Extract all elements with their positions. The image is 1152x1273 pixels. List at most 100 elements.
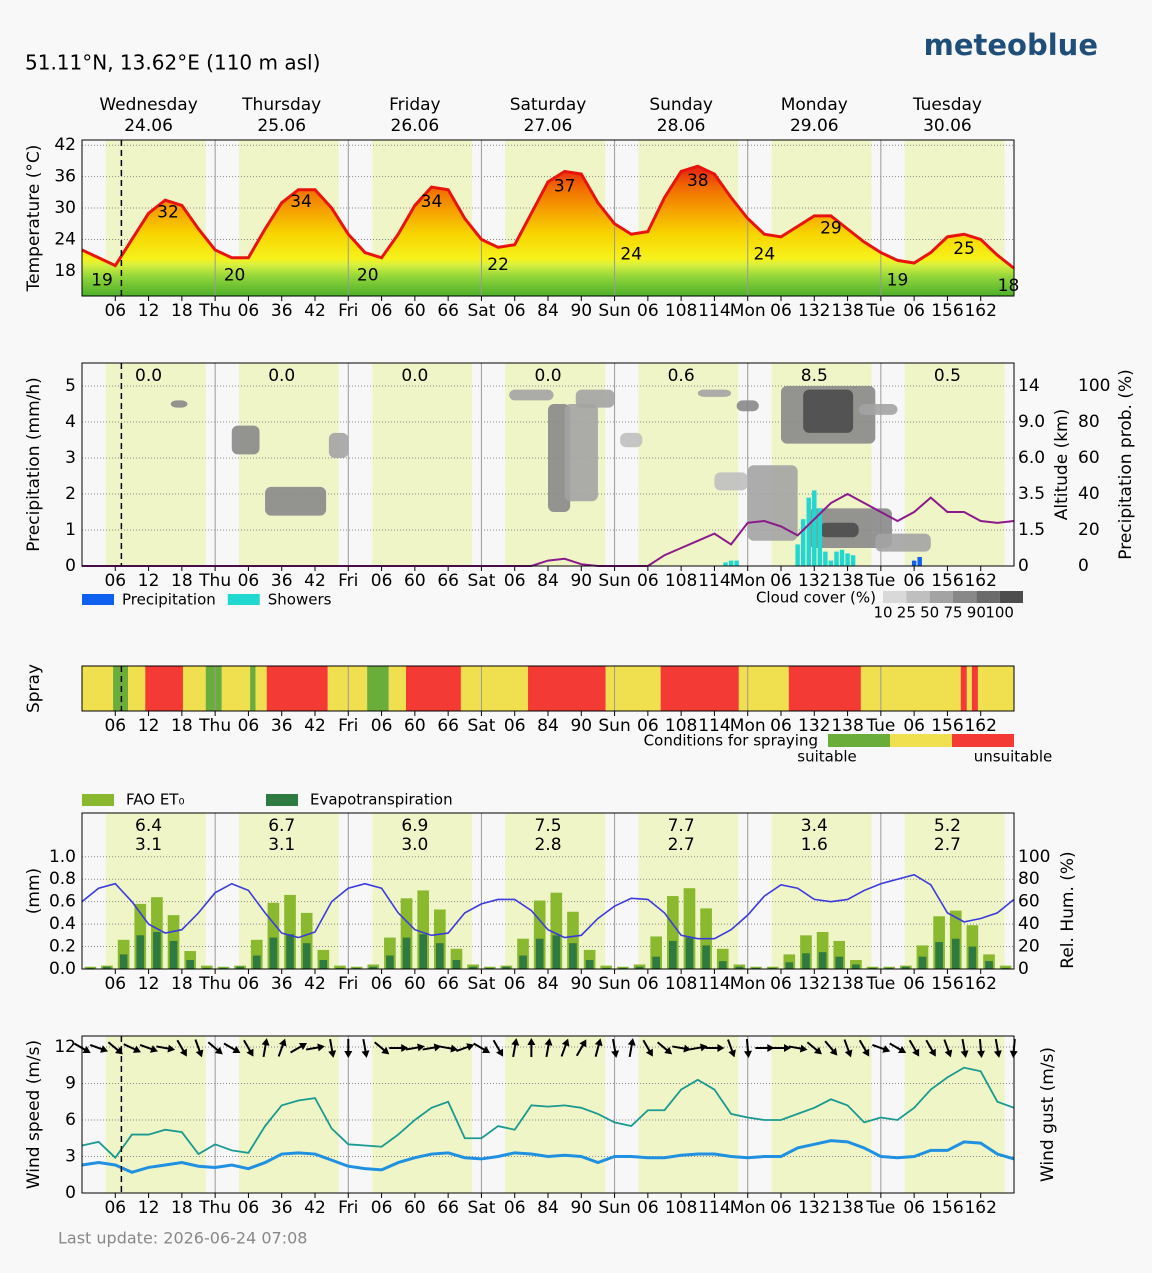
cloud-legend-swatch [883, 591, 907, 603]
wind-arrow-shaft [925, 1039, 935, 1053]
x-tick-label: 06 [903, 1198, 925, 1218]
daily-et: 3.0 [401, 835, 428, 855]
x-tick-label: 162 [964, 571, 996, 591]
cloud [509, 389, 554, 401]
wind-arrow-shaft [594, 1042, 601, 1057]
x-tick-label: 60 [404, 1198, 426, 1218]
wind-arrow-shaft [473, 1042, 487, 1052]
cloud-legend-title: Cloud cover (%) [756, 589, 876, 607]
y-tick-label: 40 [1018, 914, 1040, 934]
wind-arrow-head [844, 1049, 853, 1058]
wind-arrow [727, 1039, 736, 1058]
wind-arrow-shaft [290, 1044, 304, 1054]
spray-legend-label: suitable [797, 748, 856, 766]
x-tick-label: 06 [238, 571, 260, 591]
temperature-extreme: 24 [754, 244, 776, 264]
axis-title: Spray [24, 664, 44, 713]
et-bar [567, 911, 579, 969]
legend-label: FAO ET₀ [126, 791, 184, 809]
wind-arrow [575, 1039, 587, 1057]
cloud-legend-label: 25 [897, 604, 916, 622]
et-bar [269, 937, 278, 969]
wind-arrow-head [214, 1046, 223, 1055]
et-bar [702, 945, 710, 969]
day-name: Friday [389, 95, 441, 115]
y-tick-label: 60 [1018, 892, 1040, 912]
y-tick-label: 40 [1078, 484, 1100, 504]
wind-arrow [107, 1041, 123, 1055]
x-tick-label: 60 [404, 301, 426, 321]
et-bar [469, 966, 477, 969]
y-tick-label: 20 [1078, 520, 1100, 540]
wind-arrow-head [594, 1038, 603, 1047]
wind-arrow [943, 1039, 953, 1058]
spray-segment [266, 666, 328, 711]
x-tick-label: Sun [598, 571, 630, 591]
et-bar [985, 961, 993, 969]
x-tick-label: 18 [171, 301, 193, 321]
x-tick-label: 66 [437, 301, 459, 321]
et-bar [583, 949, 596, 969]
y-tick-label: 9 [65, 1073, 76, 1093]
y-tick-label: 0.2 [49, 937, 76, 957]
daily-precip: 0.0 [268, 366, 295, 386]
wind-arrow-head [361, 1050, 370, 1058]
temperature-extreme: 38 [687, 171, 709, 191]
y-tick-label: 0 [1078, 556, 1089, 576]
cloud-legend-swatch [976, 591, 1000, 603]
wind-arrow-head [433, 1043, 442, 1052]
daily-et: 3.4 [801, 816, 828, 836]
daily-et: 2.8 [534, 835, 561, 855]
axis-title: Precipitation (mm/h) [24, 377, 44, 552]
wind-arrow-shaft [207, 1041, 220, 1052]
wind-arrow-shaft [843, 1039, 851, 1054]
wind-arrow [858, 1039, 870, 1057]
wind-arrow-head [664, 1046, 673, 1055]
x-tick-label: 42 [304, 301, 326, 321]
et-bar [103, 966, 111, 969]
x-tick-label: 84 [537, 974, 559, 994]
et-bar [317, 949, 330, 969]
spray-legend-label: unsuitable [974, 748, 1053, 766]
x-tick-label: Sun [598, 716, 630, 736]
wind-arrow-shaft [745, 1038, 750, 1054]
et-bar [901, 966, 910, 969]
y-tick-label: 24 [54, 229, 76, 249]
precip-bar [817, 508, 823, 566]
x-tick-label: 162 [964, 716, 996, 736]
wind-arrow-head [561, 1038, 570, 1047]
spray-legend-title: Conditions for spraying [644, 732, 818, 750]
wind-arrow-shaft [978, 1038, 983, 1054]
wind-arrow-head [167, 1044, 176, 1053]
day-date: 30.06 [923, 116, 972, 136]
day-name: Monday [781, 95, 848, 115]
wind-arrow-head [960, 1050, 969, 1058]
temperature-extreme: 18 [998, 276, 1020, 296]
x-tick-label: Tue [865, 571, 895, 591]
x-tick-label: Tue [865, 716, 895, 736]
x-tick-label: 06 [903, 571, 925, 591]
x-tick-label: 114 [698, 301, 730, 321]
daily-et: 7.5 [534, 816, 561, 836]
cloud [875, 533, 931, 552]
wind-arrow-head [261, 1038, 270, 1046]
precip-bar [734, 560, 739, 566]
wind-arrow [688, 1043, 708, 1052]
wind-arrow-shaft [908, 1039, 918, 1053]
daily-et: 2.7 [934, 835, 961, 855]
wind-arrow [305, 1043, 325, 1052]
wind-arrow [656, 1041, 673, 1055]
wind-line [81, 1139, 1015, 1174]
et-bar [600, 965, 613, 969]
x-tick-label: 138 [831, 716, 863, 736]
et-bar [119, 954, 128, 969]
wind-arrow-shaft [194, 1039, 202, 1054]
wind-arrow-shaft [545, 1042, 550, 1058]
wind-arrow-shaft [961, 1038, 966, 1054]
x-tick-label: 108 [665, 974, 697, 994]
x-tick-label: Sat [467, 301, 495, 321]
spray-segment [977, 666, 1014, 711]
temperature-area [82, 166, 1014, 296]
et-bar [935, 942, 943, 969]
et-bar [783, 954, 796, 969]
